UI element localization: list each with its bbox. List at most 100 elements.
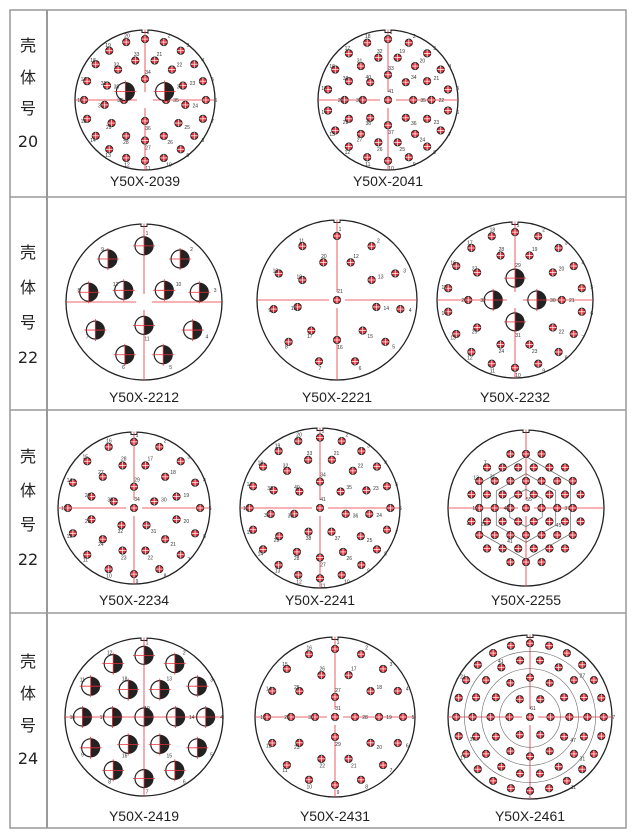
- pin-contact: [504, 310, 526, 333]
- pin-contact: [545, 641, 554, 650]
- diagrams: 1234567891011121314151617181920212223242…: [57, 29, 615, 824]
- pin-contact: [176, 457, 185, 466]
- pin-contact: [129, 503, 139, 513]
- pin-contact: [295, 687, 304, 696]
- pin-contact: [562, 648, 572, 658]
- pin-label: 18: [291, 306, 297, 312]
- pin-contact: [356, 61, 366, 71]
- pin-label: 13: [450, 335, 456, 341]
- pin-label: 20: [321, 254, 327, 260]
- pin-contact: [410, 61, 420, 71]
- pin-label: 33: [134, 52, 140, 58]
- pin-contact: [363, 38, 372, 47]
- pin-label: 14: [90, 138, 96, 144]
- pin-label: 3: [403, 269, 406, 275]
- row-label-text: 20: [18, 132, 38, 151]
- pin-contact: [258, 545, 268, 554]
- pin-contact: [107, 118, 116, 128]
- row-label-text: 壳: [20, 243, 36, 262]
- pin-contact: [568, 530, 577, 540]
- pin-contact: [315, 574, 325, 583]
- pin-label: 23: [532, 349, 538, 355]
- pin-label: 27: [98, 470, 104, 476]
- pin-contact: [174, 118, 183, 128]
- pin-label: 19: [472, 506, 478, 512]
- pin-contact: [401, 78, 410, 87]
- pin-contact: [122, 153, 131, 163]
- pin-contact: [565, 712, 574, 722]
- pin-contact: [323, 106, 333, 115]
- pin-label: 22: [439, 98, 445, 104]
- pin-contact: [553, 476, 562, 486]
- pin-label: 19: [184, 493, 190, 499]
- pin-label: 17: [247, 482, 253, 488]
- pin-contact: [109, 497, 118, 506]
- pin-label: 11: [299, 238, 304, 244]
- pin-contact: [569, 749, 579, 758]
- pin-contact: [393, 686, 402, 696]
- pin-label: 61: [530, 706, 536, 712]
- pin-label: 12: [296, 580, 302, 586]
- pin-label: 16: [337, 345, 343, 351]
- pin-label: 6: [406, 744, 409, 750]
- connector-diagram: 1234567891011121314151617181920212223242…: [74, 29, 218, 189]
- pin-contact: [496, 251, 505, 260]
- pin-contact: [331, 126, 340, 135]
- row-label-text: 体: [20, 68, 36, 87]
- pin-label: 7: [319, 366, 322, 372]
- pin-contact: [83, 457, 92, 466]
- pin-label: 6: [399, 506, 402, 512]
- pin-label: 2: [365, 646, 368, 652]
- pin-contact: [190, 60, 199, 69]
- pin-label: 8: [433, 150, 436, 156]
- pin-contact: [331, 65, 340, 74]
- pin-label: 10: [515, 373, 521, 379]
- pin-contact: [350, 712, 360, 722]
- pin-label: 11: [80, 678, 85, 684]
- pin-label: 21: [460, 675, 466, 681]
- pin-label: 17: [307, 334, 313, 340]
- pin-contact: [562, 776, 572, 786]
- pin-contact: [498, 517, 507, 526]
- pin-contact: [365, 509, 374, 519]
- pin-contact: [554, 762, 563, 771]
- pin-label: 25: [294, 685, 300, 691]
- pin-label: 4: [581, 261, 584, 267]
- pin-contact: [159, 37, 168, 47]
- pin-contact: [452, 329, 461, 339]
- pin-contact: [423, 49, 432, 58]
- pin-contact: [181, 319, 204, 342]
- pin-contact: [525, 289, 548, 311]
- pin-label: 38: [306, 536, 312, 542]
- pin-contact: [471, 693, 481, 702]
- pin-contact: [102, 759, 125, 782]
- pin-label: 34: [411, 75, 417, 81]
- pin-label: 10: [70, 715, 76, 721]
- pin-contact: [71, 706, 94, 728]
- pin-contact: [579, 732, 589, 741]
- pin-contact: [383, 70, 393, 79]
- pin-label: 5: [211, 77, 214, 83]
- pin-contact: [506, 449, 515, 459]
- pin-label: 19: [144, 706, 150, 712]
- pin-contact: [129, 482, 139, 491]
- pin-contact: [159, 131, 168, 141]
- pin-contact: [498, 544, 507, 553]
- pin-contact: [113, 65, 123, 74]
- pin-label: 41: [388, 89, 394, 95]
- pin-label: 45: [556, 523, 562, 529]
- pin-label: 23: [190, 81, 196, 87]
- model-label: Y50X-2212: [109, 389, 179, 405]
- pin-contact: [118, 546, 127, 555]
- pin-contact: [506, 678, 515, 688]
- row-label-text: 壳: [20, 36, 36, 55]
- pin-label: 5: [210, 752, 213, 758]
- pin-label: 30: [98, 104, 104, 110]
- pin-label: 17: [467, 241, 473, 247]
- pin-contact: [344, 114, 353, 123]
- pin-contact: [68, 478, 78, 487]
- pin-contact: [514, 517, 523, 526]
- pin-label: 2: [542, 228, 545, 234]
